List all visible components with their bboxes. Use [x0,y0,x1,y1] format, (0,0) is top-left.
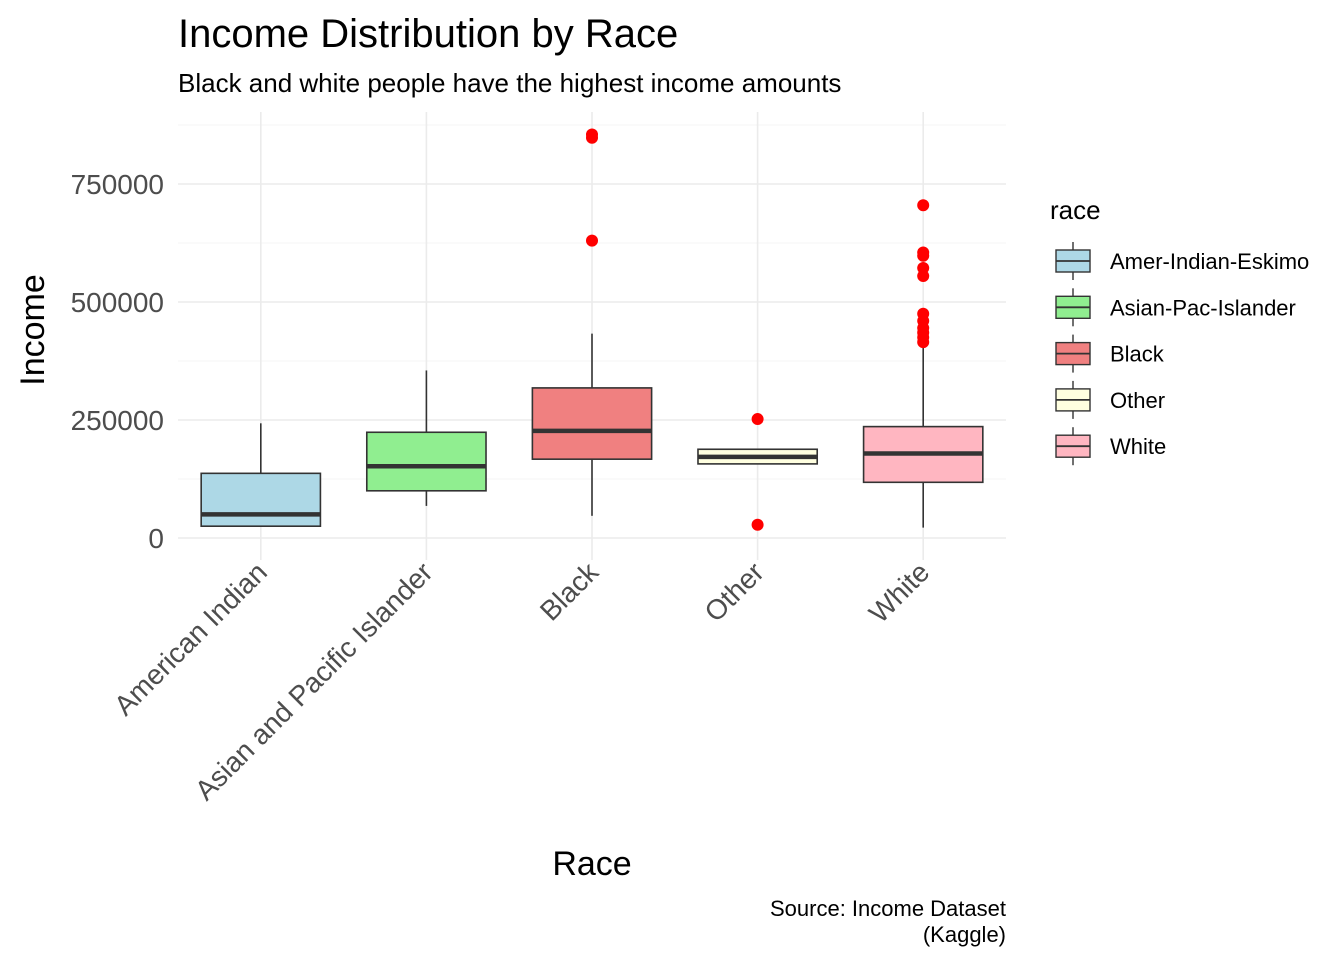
x-tick-label: White [863,556,936,629]
x-tick-label: American Indian [108,556,273,721]
outlier-point [917,199,930,212]
box-iqr [365,431,487,492]
y-axis-ticks: 0 250000 500000 750000 [71,169,164,554]
x-axis-title: Race [552,845,631,883]
legend-label: Asian-Pac-Islander [1110,295,1296,320]
legend-label: Black [1110,342,1165,367]
legend-key [1055,427,1091,466]
box-group [365,370,487,506]
x-tick-label: Black [534,556,605,627]
box-group [531,128,653,516]
chart-subtitle: Black and white people have the highest … [178,68,841,98]
legend: Amer-Indian-Eskimo Asian-Pac-Islander Blac… [1055,242,1309,466]
chart-title: Income Distribution by Race [178,12,678,56]
legend-label: Other [1110,388,1165,413]
outlier-point [586,128,598,141]
legend-key [1055,288,1091,327]
legend-key [1055,380,1091,419]
outlier-point [917,246,930,259]
outlier-point [751,518,764,531]
outlier-point [751,413,764,426]
outlier-point [586,234,598,247]
y-tick-label: 250000 [71,405,164,436]
box-group [697,413,819,531]
box-iqr [200,472,322,527]
legend-label: White [1110,434,1166,459]
caption-line-2: (Kaggle) [923,922,1006,947]
box-layer [200,128,984,531]
legend-key [1055,242,1091,280]
y-tick-label: 0 [148,523,164,554]
x-tick-label: Other [698,556,769,627]
box-group [862,199,984,528]
y-tick-label: 750000 [71,169,164,200]
y-axis-title: Income [14,274,52,386]
legend-key [1055,334,1091,373]
legend-title: race [1050,195,1101,225]
y-tick-label: 500000 [71,287,164,318]
box-iqr [531,387,653,460]
caption-line-1: Source: Income Dataset [770,896,1006,921]
box-group [200,423,322,527]
outlier-point [917,262,930,275]
outlier-point [917,307,930,320]
legend-label: Amer-Indian-Eskimo [1110,249,1309,274]
